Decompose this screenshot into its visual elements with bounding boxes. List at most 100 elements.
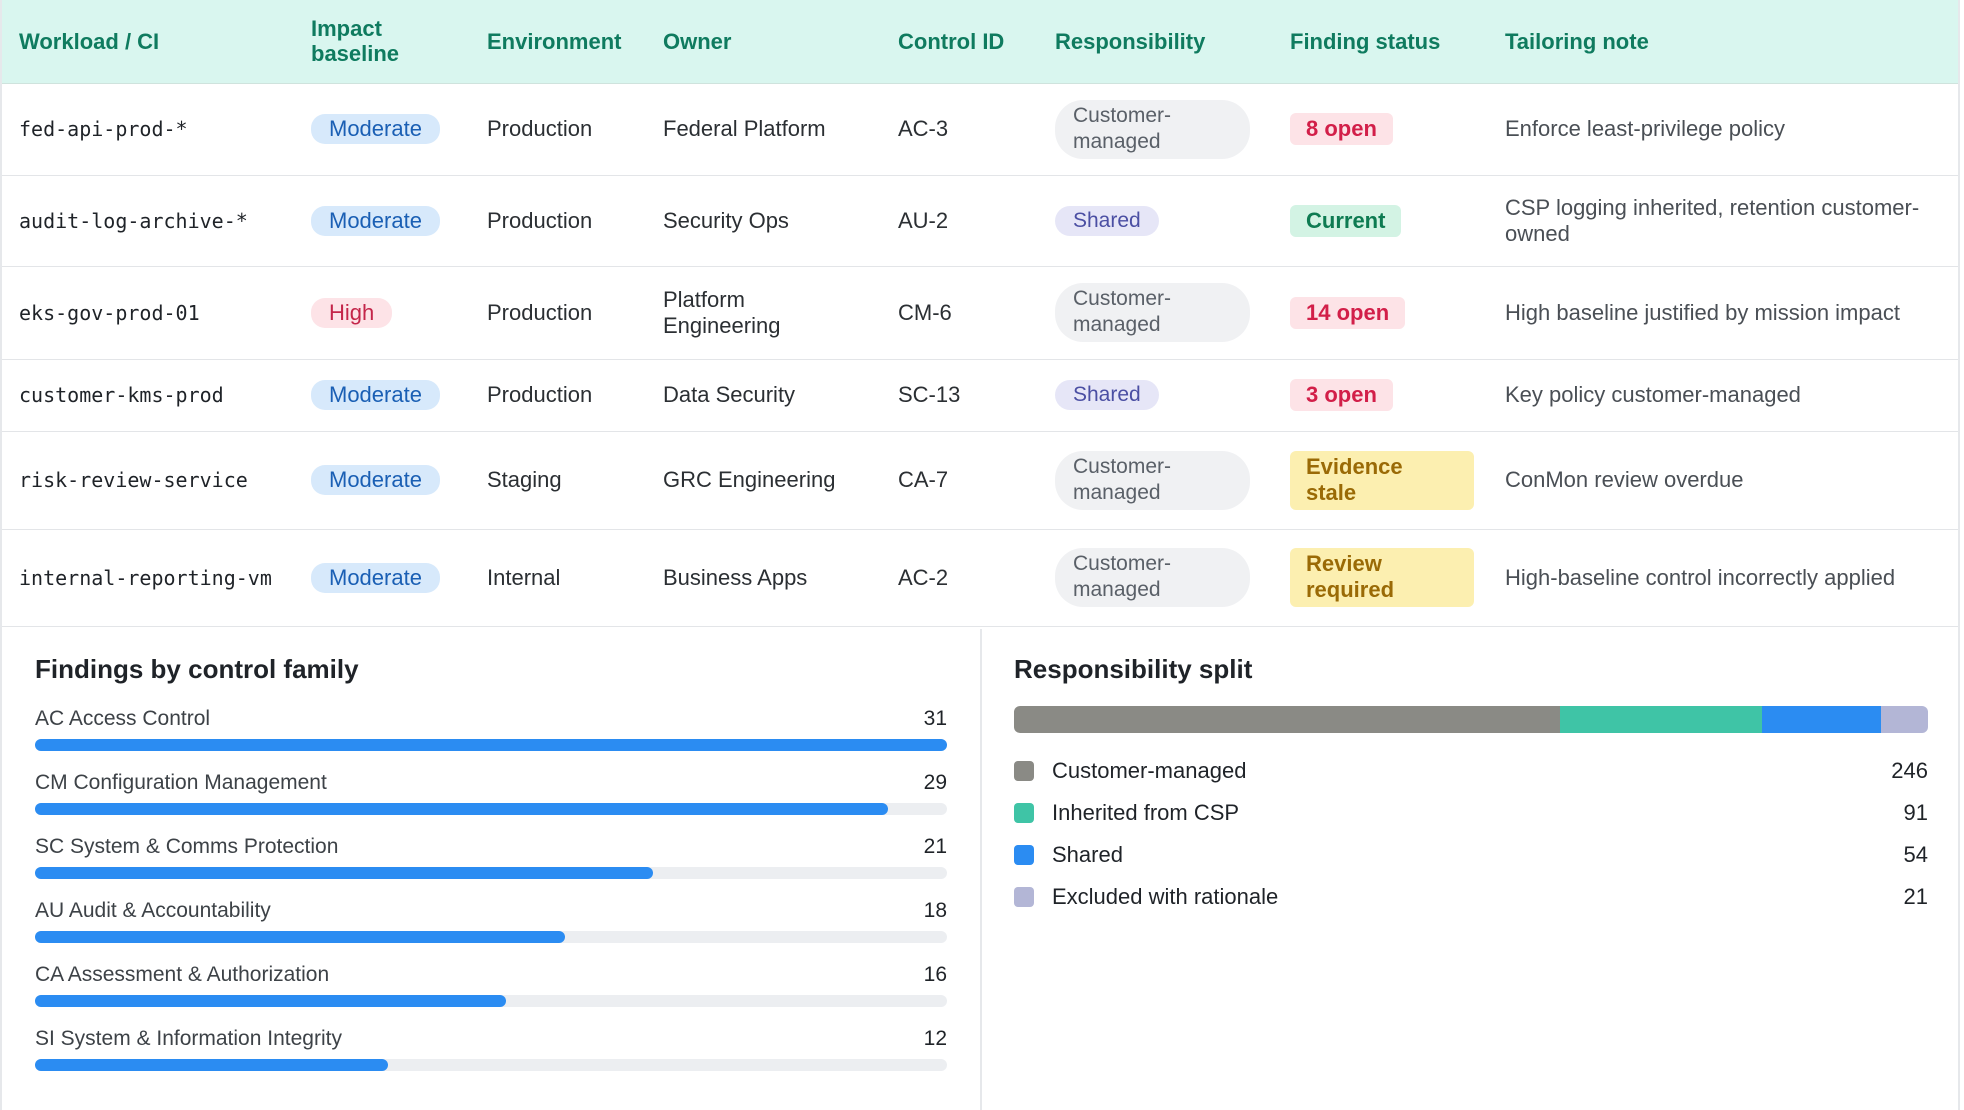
split-segment	[1881, 706, 1928, 733]
impact-badge: High	[311, 297, 393, 328]
status-badge: Evidence stale	[1290, 450, 1474, 510]
impact-cell: Moderate	[294, 359, 470, 432]
responsibility-cell: Customer-managed	[1038, 431, 1273, 530]
impact-cell: Moderate	[294, 529, 470, 627]
table-row[interactable]: internal-reporting-vm Moderate Internal …	[2, 529, 1958, 627]
status-cell: Evidence stale	[1273, 431, 1488, 530]
family-bar-track	[35, 995, 947, 1007]
owner-cell: Federal Platform	[646, 83, 881, 176]
family-bar-row: CM Configuration Management 29	[35, 770, 947, 820]
split-segment	[1761, 706, 1882, 733]
impact-cell: Moderate	[294, 431, 470, 530]
family-bar-track	[35, 867, 947, 879]
legend-swatch	[1014, 845, 1034, 865]
status-badge: Current	[1290, 204, 1402, 237]
column-header-finding-status[interactable]: Finding status	[1273, 0, 1488, 84]
responsibility-cell: Shared	[1038, 175, 1273, 267]
owner-cell: Platform Engineering	[646, 266, 881, 360]
legend-value: 54	[1903, 842, 1928, 867]
table-row[interactable]: customer-kms-prod Moderate Production Da…	[2, 359, 1958, 432]
control-id-cell: CA-7	[881, 431, 1038, 530]
environment-cell: Production	[470, 83, 646, 176]
responsibility-cell: Customer-managed	[1038, 529, 1273, 627]
responsibility-cell: Customer-managed	[1038, 83, 1273, 176]
responsibility-badge: Shared	[1055, 380, 1159, 410]
summary-panels: Findings by control family AC Access Con…	[2, 629, 1962, 1110]
column-header-responsibility[interactable]: Responsibility	[1038, 0, 1273, 84]
family-bar-fill	[35, 803, 888, 815]
workload-cell: fed-api-prod-*	[2, 83, 294, 176]
family-bar-track	[35, 739, 947, 751]
impact-badge: Moderate	[311, 114, 440, 144]
status-badge: 3 open	[1290, 379, 1393, 411]
split-panel-title: Responsibility split	[1014, 654, 1253, 684]
owner-cell: Business Apps	[646, 529, 881, 627]
column-header-owner[interactable]: Owner	[646, 0, 881, 84]
family-label: AC Access Control	[35, 707, 211, 730]
legend-item: Customer-managed 246	[1014, 756, 1928, 786]
tailoring-note-cell: Enforce least-privilege policy	[1488, 83, 1958, 176]
tailoring-note-cell: Key policy customer-managed	[1488, 359, 1958, 432]
column-header-workload[interactable]: Workload / CI	[2, 0, 294, 84]
workload-cell: eks-gov-prod-01	[2, 266, 294, 360]
environment-cell: Production	[470, 175, 646, 267]
legend-item: Shared 54	[1014, 840, 1928, 870]
responsibility-badge: Shared	[1055, 205, 1159, 236]
family-bar-fill	[35, 1059, 388, 1071]
environment-cell: Production	[470, 266, 646, 360]
responsibility-stacked-bar	[1014, 706, 1928, 733]
control-id-cell: AU-2	[881, 175, 1038, 267]
owner-cell: Data Security	[646, 359, 881, 432]
column-header-tailoring-note[interactable]: Tailoring note	[1488, 0, 1958, 84]
impact-cell: Moderate	[294, 175, 470, 267]
family-label: SI System & Information Integrity	[35, 1027, 342, 1050]
impact-badge: Moderate	[311, 562, 440, 593]
responsibility-badge: Customer-managed	[1055, 450, 1250, 510]
legend-label: Customer-managed	[1052, 758, 1247, 783]
status-cell: 8 open	[1273, 83, 1488, 176]
tailoring-note-cell: CSP logging inherited, retention custome…	[1488, 175, 1958, 267]
legend-label: Shared	[1052, 842, 1123, 867]
family-label: SC System & Comms Protection	[35, 835, 339, 858]
family-bar-fill	[35, 867, 653, 879]
status-badge: Review required	[1290, 548, 1474, 607]
tailoring-note-cell: High baseline justified by mission impac…	[1488, 266, 1958, 360]
environment-cell: Staging	[470, 431, 646, 530]
table-row[interactable]: eks-gov-prod-01 High Production Platform…	[2, 266, 1958, 360]
status-badge: 14 open	[1290, 296, 1406, 329]
responsibility-split-panel: Responsibility split Customer-managed 246…	[982, 629, 1958, 1110]
split-segment	[1014, 706, 1560, 733]
legend-item: Excluded with rationale 21	[1014, 882, 1928, 912]
legend-swatch	[1014, 761, 1034, 781]
control-id-cell: CM-6	[881, 266, 1038, 360]
workload-control-table: Workload / CI Impact baseline Environmen…	[2, 0, 1958, 627]
family-value: 29	[923, 771, 947, 794]
table-row[interactable]: audit-log-archive-* Moderate Production …	[2, 175, 1958, 267]
legend-swatch	[1014, 803, 1034, 823]
impact-cell: High	[294, 266, 470, 360]
control-id-cell: SC-13	[881, 359, 1038, 432]
table-row[interactable]: risk-review-service Moderate Staging GRC…	[2, 431, 1958, 530]
tailoring-note-cell: ConMon review overdue	[1488, 431, 1958, 530]
environment-cell: Production	[470, 359, 646, 432]
legend-value: 246	[1891, 758, 1928, 783]
family-bar-track	[35, 1059, 947, 1071]
table-row[interactable]: fed-api-prod-* Moderate Production Feder…	[2, 83, 1958, 176]
owner-cell: GRC Engineering	[646, 431, 881, 530]
family-bar-row: AU Audit & Accountability 18	[35, 898, 947, 948]
findings-panel-title: Findings by control family	[35, 654, 359, 684]
control-id-cell: AC-2	[881, 529, 1038, 627]
responsibility-badge: Customer-managed	[1055, 548, 1250, 607]
legend-value: 91	[1903, 800, 1928, 825]
column-header-environment[interactable]: Environment	[470, 0, 646, 84]
impact-badge: Moderate	[311, 205, 440, 236]
column-header-control-id[interactable]: Control ID	[881, 0, 1038, 84]
column-header-impact[interactable]: Impact baseline	[294, 0, 470, 84]
status-cell: Current	[1273, 175, 1488, 267]
owner-cell: Security Ops	[646, 175, 881, 267]
family-bar-track	[35, 931, 947, 943]
control-id-cell: AC-3	[881, 83, 1038, 176]
family-bar-fill	[35, 931, 565, 943]
table-header-row: Workload / CI Impact baseline Environmen…	[2, 0, 1958, 84]
status-badge: 8 open	[1290, 113, 1393, 145]
